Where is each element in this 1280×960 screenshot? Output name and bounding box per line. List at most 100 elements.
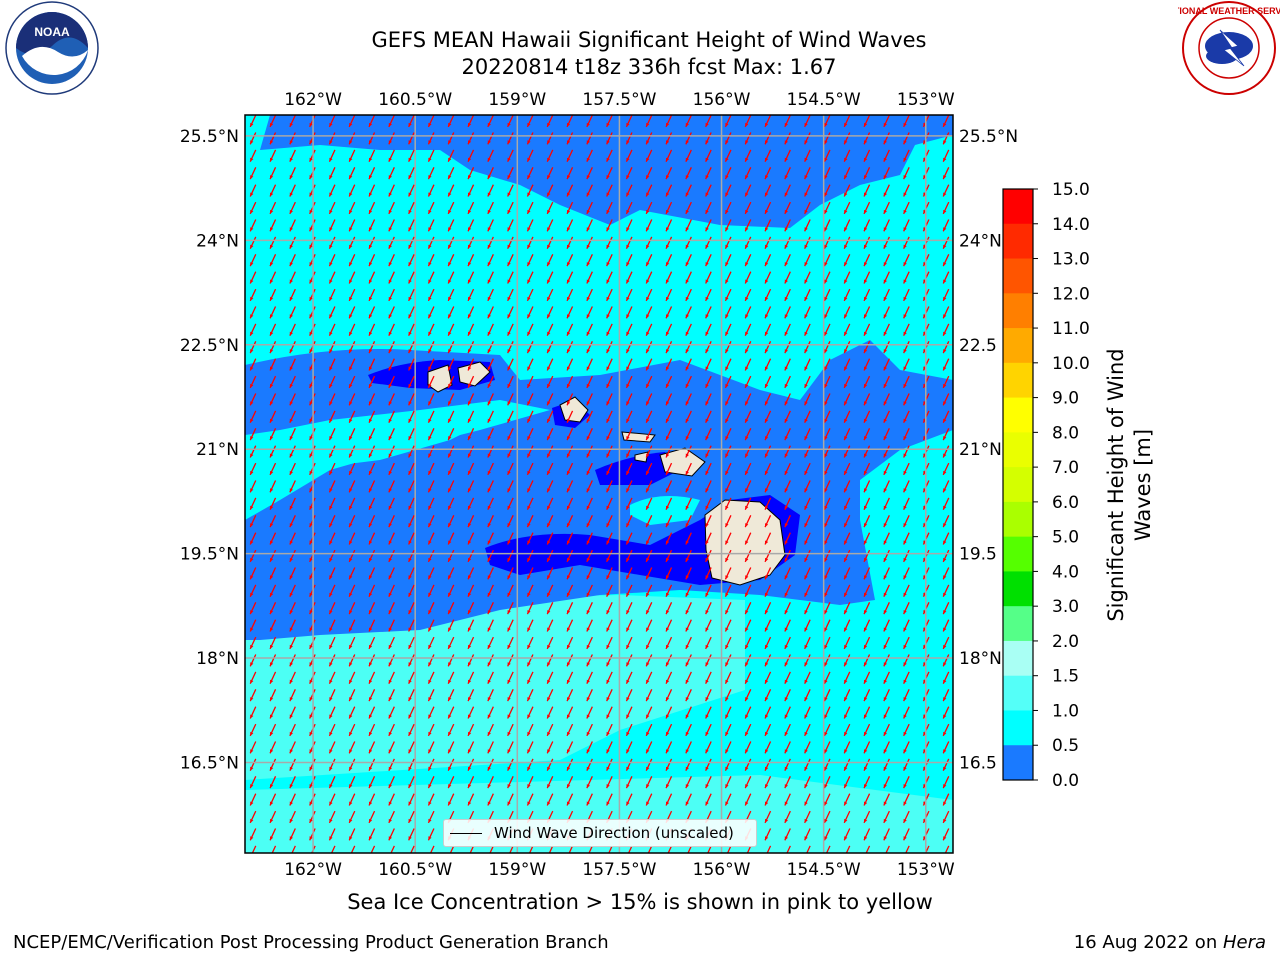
wind-arrow-head xyxy=(745,731,749,736)
wind-arrow-head xyxy=(883,818,887,823)
wind-arrow-head xyxy=(725,766,729,771)
wind-arrow-head xyxy=(606,453,610,458)
wind-arrow-head xyxy=(467,644,472,649)
wind-arrow-head xyxy=(863,540,868,545)
wind-arrow-head xyxy=(448,592,452,597)
wind-arrow-head xyxy=(606,801,610,806)
wind-arrow-head xyxy=(448,731,452,736)
wind-arrow-head xyxy=(844,854,847,858)
wind-arrow-head xyxy=(329,627,333,632)
wind-arrow-head xyxy=(745,801,749,806)
colorbar-segment xyxy=(1003,397,1033,433)
wind-arrow-head xyxy=(507,331,511,336)
wind-arrow xyxy=(370,845,376,853)
wind-arrow xyxy=(568,845,574,853)
wind-arrow-head xyxy=(408,192,412,197)
sea-ice-caption: Sea Ice Concentration > 15% is shown in … xyxy=(347,890,933,914)
wind-arrow-head xyxy=(388,383,392,388)
wind-arrow-head xyxy=(725,610,729,615)
wind-arrow-head xyxy=(250,383,254,388)
wind-arrow-head xyxy=(665,383,670,388)
wind-arrow-head xyxy=(626,766,630,771)
wind-arrow-head xyxy=(309,331,313,336)
wind-arrow-head xyxy=(685,801,689,806)
wind-arrow-head xyxy=(309,784,313,789)
wind-arrow-head xyxy=(547,644,551,649)
wind-arrow-head xyxy=(428,244,432,249)
wind-arrow-head xyxy=(408,401,412,406)
wind-arrow-head xyxy=(665,731,670,736)
wind-arrow-head xyxy=(903,175,907,180)
wind-arrow-head xyxy=(349,296,353,301)
wind-arrow xyxy=(806,845,811,853)
wind-arrow-head xyxy=(289,784,293,789)
wind-arrow-head xyxy=(309,557,313,562)
wind-arrow-head xyxy=(764,192,769,197)
wind-arrow-head xyxy=(527,662,531,667)
wind-arrow-head xyxy=(863,766,868,771)
niihau-island xyxy=(457,361,491,387)
wind-arrow-head xyxy=(844,453,848,458)
wind-arrow-head xyxy=(487,575,491,580)
wind-arrow-head xyxy=(764,644,769,649)
wind-arrow-head xyxy=(547,575,551,580)
wind-arrow-head xyxy=(824,610,828,615)
wind-arrow-head xyxy=(388,557,392,562)
wind-arrow-head xyxy=(764,801,769,806)
wind-arrow-head xyxy=(527,175,531,180)
lat-tick-label-left: 18°N xyxy=(196,649,239,669)
wind-arrow-head xyxy=(349,140,353,145)
wind-arrow-head xyxy=(547,801,551,806)
wind-arrow-head xyxy=(388,575,392,580)
wind-arrow-head xyxy=(923,383,927,388)
wind-arrow-head xyxy=(745,679,749,684)
wind-arrow-head xyxy=(824,784,828,789)
wind-arrow-head xyxy=(606,575,610,580)
wind-arrow-head xyxy=(844,731,848,736)
wind-arrow-head xyxy=(329,418,333,423)
wind-arrow-head xyxy=(428,818,432,823)
wind-arrow-head xyxy=(289,662,293,667)
wind-arrow-head xyxy=(883,540,887,545)
wind-arrow-head xyxy=(665,575,670,580)
wind-arrow-head xyxy=(844,383,848,388)
wind-arrow-head xyxy=(903,836,907,841)
wind-arrow-head xyxy=(606,592,610,597)
wind-arrow-head xyxy=(923,801,927,806)
wind-arrow-head xyxy=(309,818,313,823)
wind-arrow-head xyxy=(883,575,887,580)
wind-arrow-head xyxy=(804,453,808,458)
wind-arrow-head xyxy=(289,697,293,702)
wind-arrow-head xyxy=(250,854,253,858)
wind-arrow-head xyxy=(586,192,590,197)
wind-arrow-head xyxy=(824,401,828,406)
wind-arrow-head xyxy=(269,366,274,371)
wind-arrow-head xyxy=(250,175,254,180)
colorbar-tick-label: 7.0 xyxy=(1052,458,1079,478)
wind-arrow-head xyxy=(566,662,571,667)
wind-arrow-head xyxy=(487,349,491,354)
wind-arrow-head xyxy=(250,766,254,771)
wind-arrow-head xyxy=(923,296,927,301)
wind-arrow-head xyxy=(824,801,828,806)
wind-arrow-head xyxy=(547,262,551,267)
wind-arrow-head xyxy=(646,349,650,354)
wind-arrow-head xyxy=(487,505,491,510)
wind-arrow xyxy=(291,845,296,853)
wind-arrow-head xyxy=(428,488,432,493)
wind-arrow-head xyxy=(745,383,749,388)
wind-arrow-head xyxy=(368,592,373,597)
wind-arrow-head xyxy=(448,679,452,684)
lat-lon-grid xyxy=(245,115,953,853)
wind-arrow-head xyxy=(527,436,531,441)
wind-arrow-head xyxy=(289,175,293,180)
wind-arrow-head xyxy=(527,697,531,702)
wind-arrow-head xyxy=(903,418,907,423)
wind-arrow-head xyxy=(923,836,927,841)
wind-arrow-head xyxy=(408,140,412,145)
wind-arrow-head xyxy=(626,349,630,354)
wind-arrow-head xyxy=(566,296,571,301)
wind-arrow-head xyxy=(368,227,373,232)
wind-arrow xyxy=(825,845,831,853)
wind-arrow-head xyxy=(487,401,491,406)
